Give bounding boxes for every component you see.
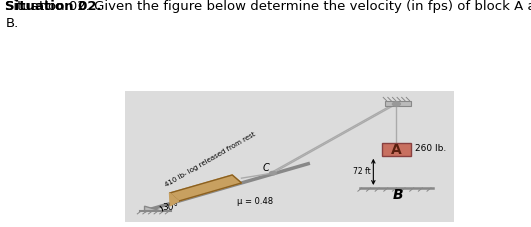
Text: μ = 0.48: μ = 0.48 [237, 197, 273, 206]
Circle shape [392, 102, 400, 106]
Polygon shape [169, 175, 242, 201]
Text: 72 ft: 72 ft [353, 167, 371, 175]
Text: C: C [262, 163, 269, 173]
Bar [382, 143, 411, 156]
Bar [385, 101, 411, 106]
Text: B: B [393, 188, 404, 202]
Text: 260 lb.: 260 lb. [415, 144, 447, 153]
Text: Situation 02. Given the figure below determine the velocity (in fps) of block A : Situation 02. Given the figure below det… [5, 0, 531, 30]
Text: A: A [391, 143, 402, 157]
Text: Situation 02.: Situation 02. [5, 0, 102, 13]
Polygon shape [169, 193, 179, 206]
Text: 30°: 30° [162, 203, 178, 212]
Text: 410 lb- log released from rest: 410 lb- log released from rest [164, 131, 256, 188]
Circle shape [270, 171, 276, 175]
Polygon shape [144, 206, 161, 211]
